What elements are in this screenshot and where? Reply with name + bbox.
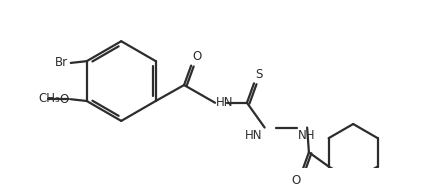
Text: O: O [60,93,69,106]
Text: HN: HN [216,96,233,109]
Text: HN: HN [245,129,262,142]
Text: CH₃: CH₃ [38,92,60,105]
Text: Br: Br [55,56,68,69]
Text: O: O [192,50,201,63]
Text: S: S [255,68,262,81]
Text: O: O [292,174,301,187]
Text: NH: NH [297,129,315,142]
